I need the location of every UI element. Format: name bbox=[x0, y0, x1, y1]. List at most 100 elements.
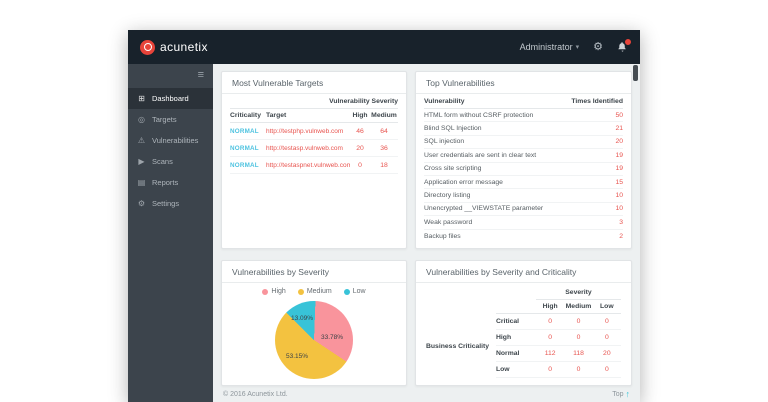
dashboard-icon: ⊞ bbox=[138, 94, 145, 103]
high-count: 20 bbox=[356, 144, 364, 152]
medium-count: 18 bbox=[380, 161, 388, 169]
sidebar-item-label: Scans bbox=[152, 157, 173, 166]
col-target: Target bbox=[266, 112, 287, 119]
vulnerability-count: 15 bbox=[615, 178, 623, 186]
acunetix-logo: acunetix bbox=[140, 39, 208, 55]
vulnerability-row[interactable]: Cross site scripting 19 bbox=[424, 163, 623, 176]
vulnerability-count: 19 bbox=[615, 151, 623, 159]
vulnerability-row[interactable]: HTML form without CSRF protection 50 bbox=[424, 109, 623, 123]
logo-text: acunetix bbox=[160, 40, 208, 54]
app-body: ≡ ⊞ Dashboard ◎ Targets ⚠ Vulnerabilitie… bbox=[128, 64, 640, 402]
sidebar-item-reports[interactable]: ▤ Reports bbox=[128, 172, 213, 193]
empty-cell bbox=[426, 286, 496, 300]
table-row: NORMAL http://testphp.vulnweb.com 46 64 bbox=[230, 123, 398, 140]
scrollbar-thumb[interactable] bbox=[633, 65, 638, 81]
value-cell: 0 bbox=[564, 362, 593, 378]
severity-criticality-table: Severity High Medium Low Business Critic… bbox=[416, 283, 631, 378]
gear-icon: ⚙ bbox=[593, 40, 603, 53]
medium-count: 64 bbox=[380, 127, 388, 135]
sidebar-item-label: Settings bbox=[152, 199, 180, 208]
sidebar-item-scans[interactable]: ▶ Scans bbox=[128, 151, 213, 172]
medium-count: 36 bbox=[380, 144, 388, 152]
panel-title: Most Vulnerable Targets bbox=[222, 72, 406, 94]
sidebar-item-dashboard[interactable]: ⊞ Dashboard bbox=[128, 88, 213, 109]
topbar-actions: Administrator ▾ ⚙ bbox=[520, 38, 632, 53]
vulnerabilities-icon: ⚠ bbox=[137, 136, 146, 145]
high-count: 46 bbox=[356, 127, 364, 135]
vulnerability-count: 21 bbox=[615, 125, 623, 133]
criticality-badge: NORMAL bbox=[230, 127, 259, 135]
high-count: 0 bbox=[358, 161, 362, 169]
vulnerability-name: Unencrypted __VIEWSTATE parameter bbox=[424, 205, 544, 213]
back-to-top-link[interactable]: Top ↑ bbox=[612, 389, 630, 399]
col-medium: Medium bbox=[371, 112, 397, 119]
sidebar-item-label: Dashboard bbox=[152, 94, 189, 103]
sidebar-item-vulnerabilities[interactable]: ⚠ Vulnerabilities bbox=[128, 130, 213, 151]
vulnerability-count: 10 bbox=[615, 192, 623, 200]
value-cell: 0 bbox=[536, 330, 565, 346]
sidebar-item-targets[interactable]: ◎ Targets bbox=[128, 109, 213, 130]
hamburger-icon: ≡ bbox=[197, 69, 204, 81]
business-criticality-label: Business Criticality bbox=[426, 342, 490, 350]
severity-group-row: Vulnerability Severity bbox=[230, 95, 398, 109]
severity-group-header: Vulnerability Severity bbox=[329, 98, 398, 105]
vulnerability-row[interactable]: Application error message 15 bbox=[424, 176, 623, 190]
sidebar-collapse-button[interactable]: ≡ bbox=[128, 64, 213, 84]
legend-item-low: Low bbox=[343, 288, 366, 295]
vulnerability-name: Application error message bbox=[424, 178, 503, 186]
vulnerability-name: HTML form without CSRF protection bbox=[424, 111, 534, 119]
legend-item-medium: Medium bbox=[297, 288, 332, 295]
pie-legend: High Medium Low bbox=[222, 288, 406, 295]
value-cell: 0 bbox=[536, 314, 565, 330]
criticality-badge: NORMAL bbox=[230, 161, 259, 169]
vulnerability-count: 20 bbox=[615, 138, 623, 146]
vulnerability-count: 10 bbox=[615, 205, 623, 213]
vulnerability-row[interactable]: Blind SQL Injection 21 bbox=[424, 122, 623, 136]
copyright-text: © 2016 Acunetix Ltd. bbox=[223, 390, 288, 398]
content-scrollbar[interactable] bbox=[633, 64, 638, 402]
dashboard-top-row: Most Vulnerable Targets Vulnerability Se… bbox=[221, 71, 632, 249]
vulnerability-name: SQL injection bbox=[424, 138, 465, 146]
pie-slice-label-medium: 53.15% bbox=[286, 353, 309, 360]
footer: © 2016 Acunetix Ltd. Top ↑ bbox=[221, 386, 632, 402]
value-cell: 0 bbox=[564, 330, 593, 346]
chevron-down-icon: ▾ bbox=[575, 44, 580, 51]
settings-gear-button[interactable]: ⚙ bbox=[593, 40, 603, 53]
legend-label: Medium bbox=[306, 288, 332, 295]
notification-badge bbox=[624, 38, 632, 46]
target-link[interactable]: http://testasp.vulnweb.com bbox=[266, 144, 343, 152]
vulnerability-row[interactable]: Weak password 3 bbox=[424, 216, 623, 230]
user-menu-label: Administrator bbox=[519, 42, 573, 52]
target-link[interactable]: http://testphp.vulnweb.com bbox=[266, 127, 344, 135]
panel-title: Vulnerabilities by Severity and Critical… bbox=[416, 261, 631, 283]
legend-dot-low bbox=[343, 288, 350, 295]
row-label-low: Low bbox=[496, 362, 536, 378]
value-cell: 112 bbox=[536, 346, 565, 362]
user-menu[interactable]: Administrator ▾ bbox=[520, 42, 580, 52]
legend-item-high: High bbox=[262, 288, 286, 295]
vulnerability-name: Cross site scripting bbox=[424, 165, 482, 173]
vulnerability-row[interactable]: User credentials are sent in clear text 1… bbox=[424, 149, 623, 163]
settings-icon: ⚙ bbox=[137, 199, 146, 208]
pie-slice-label-low: 13.09% bbox=[291, 315, 314, 322]
vulnerability-row[interactable]: Directory listing 10 bbox=[424, 189, 623, 203]
row-label-high: High bbox=[496, 330, 536, 346]
vulnerability-row[interactable]: Backup files 2 bbox=[424, 230, 623, 243]
panel-severity-and-criticality: Vulnerabilities by Severity and Critical… bbox=[415, 260, 632, 386]
sidebar-item-label: Reports bbox=[152, 178, 179, 187]
vulnerability-name: Weak password bbox=[424, 218, 473, 226]
panel-vulnerabilities-by-severity: Vulnerabilities by Severity High Medium bbox=[221, 260, 407, 386]
target-link[interactable]: http://testaspnet.vulnweb.com bbox=[266, 161, 350, 169]
vulnerability-row[interactable]: SQL injection 20 bbox=[424, 136, 623, 150]
table-header-row: Vulnerability Times Identified bbox=[424, 94, 623, 109]
sidebar-item-settings[interactable]: ⚙ Settings bbox=[128, 193, 213, 214]
notification-bell-button[interactable] bbox=[617, 38, 632, 53]
vulnerability-count: 50 bbox=[615, 111, 623, 119]
value-cell: 0 bbox=[592, 362, 621, 378]
legend-dot-high bbox=[262, 288, 269, 295]
value-cell: 0 bbox=[564, 314, 593, 330]
table-header-row: Criticality Target High Medium bbox=[230, 109, 398, 123]
acunetix-logo-icon bbox=[140, 39, 155, 55]
col-criticality: Criticality bbox=[230, 112, 261, 119]
vulnerability-row[interactable]: Unencrypted __VIEWSTATE parameter 10 bbox=[424, 203, 623, 217]
